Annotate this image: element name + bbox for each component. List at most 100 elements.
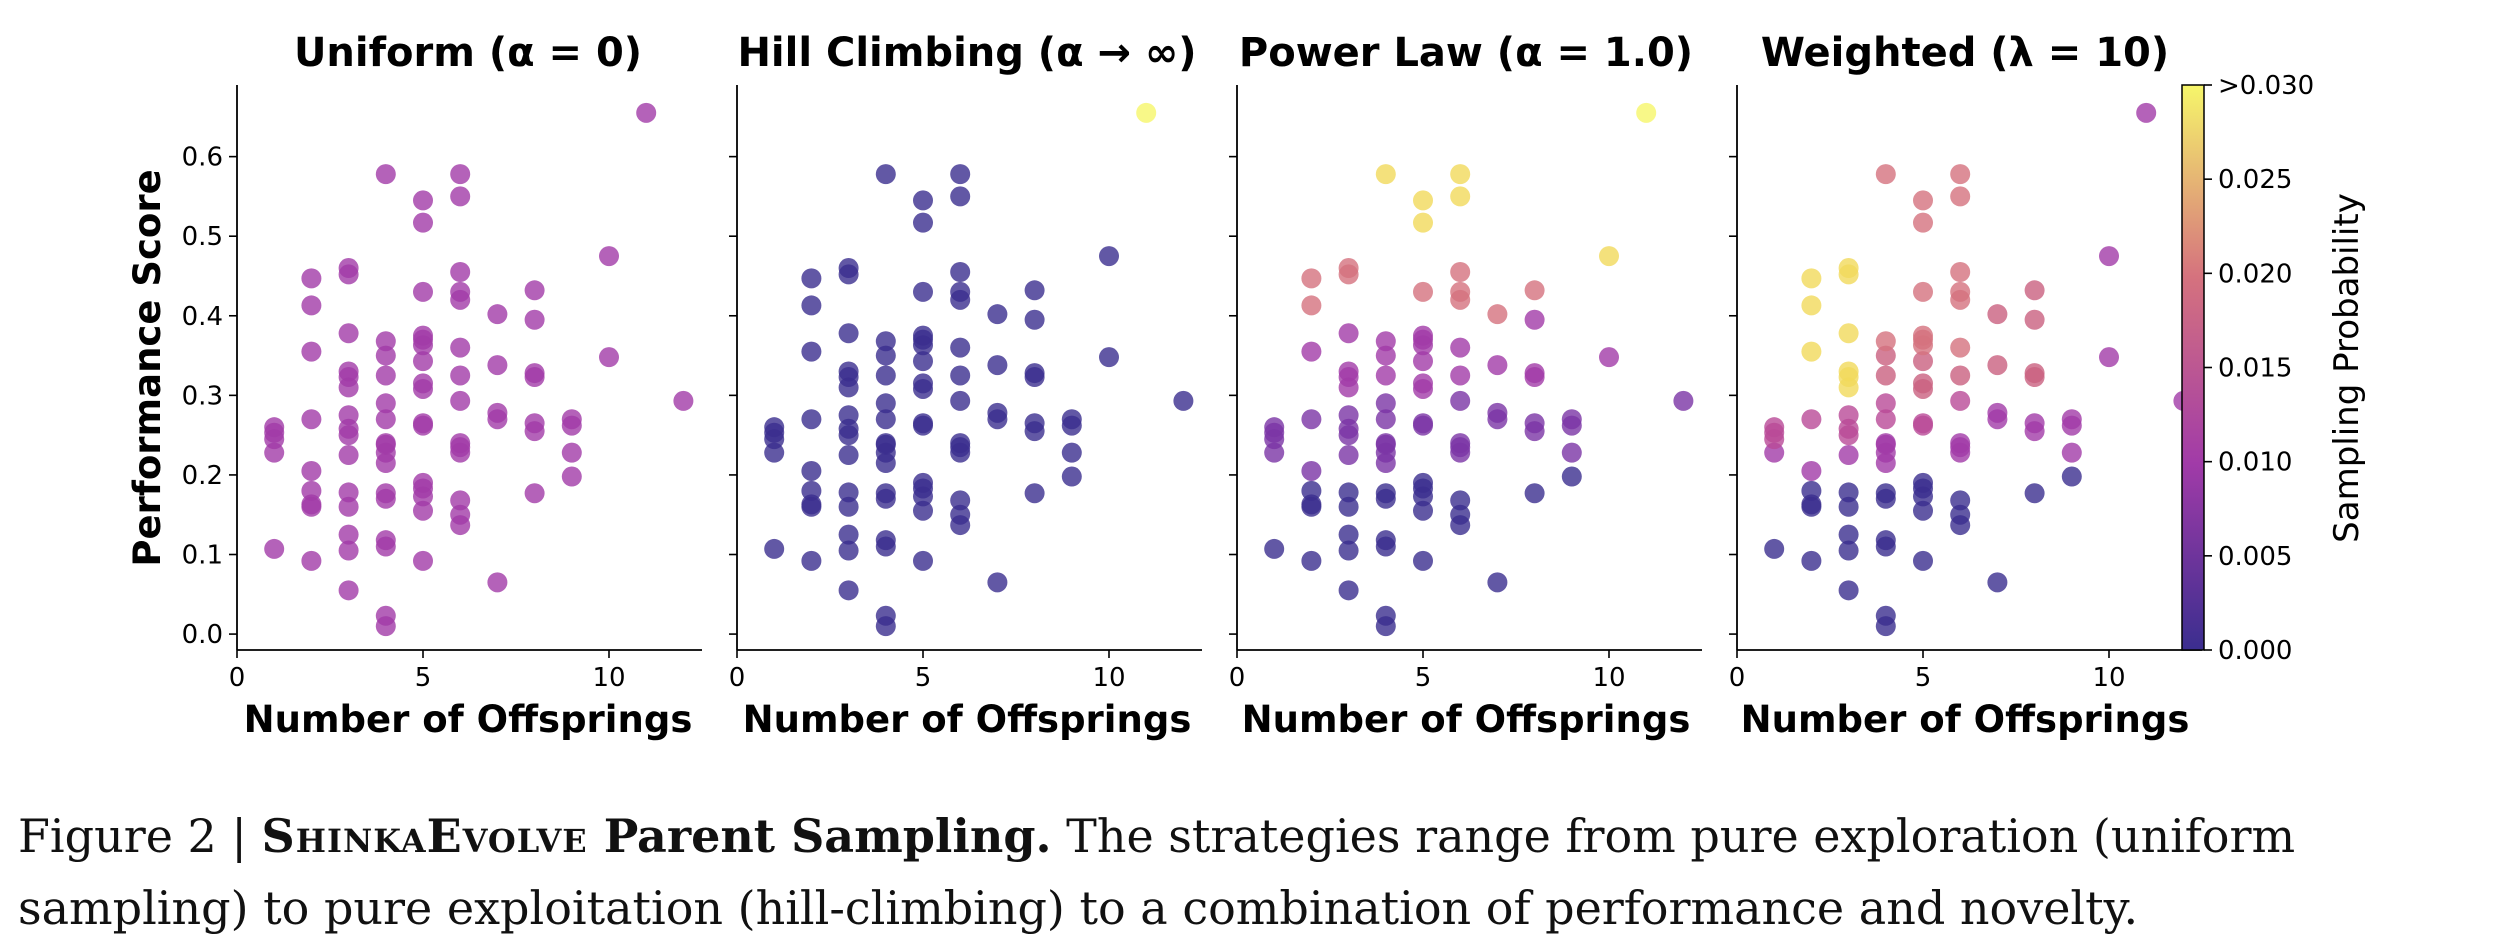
data-point (450, 186, 471, 207)
data-point (875, 345, 896, 366)
data-point (1764, 538, 1785, 559)
data-point (524, 413, 545, 434)
data-point (1413, 413, 1433, 434)
data-point (1913, 351, 1933, 372)
data-point (1561, 409, 1582, 430)
data-point (1987, 304, 2008, 325)
data-point (375, 345, 396, 366)
data-point (1450, 433, 1471, 454)
data-point (1487, 402, 1508, 423)
data-point (1338, 524, 1359, 545)
x-tick-label: 10 (592, 663, 625, 693)
data-point (950, 390, 971, 411)
data-point (801, 268, 822, 289)
data-point (950, 337, 971, 358)
data-point (450, 337, 471, 358)
data-point (1450, 504, 1471, 525)
data-point (1875, 331, 1896, 352)
colorbar-tick-label: 0.020 (2218, 259, 2292, 289)
panel-title-hill-climbing: Hill Climbing (α → ∞) (737, 30, 1196, 76)
data-point (338, 496, 359, 517)
data-point (301, 341, 322, 362)
data-point (1764, 417, 1785, 438)
data-point (1024, 413, 1045, 434)
x-axis-label-power-law: Number of Offsprings (1242, 698, 1691, 741)
data-point (1801, 295, 1822, 316)
caption-figure-number: Figure 2 | (18, 809, 262, 863)
x-tick-label: 5 (1415, 663, 1432, 693)
data-point (413, 281, 433, 302)
data-point (1375, 365, 1396, 386)
data-point (1875, 164, 1896, 185)
data-point (838, 540, 859, 561)
data-point (1801, 460, 1822, 481)
data-point (913, 472, 933, 493)
data-point (413, 351, 433, 372)
data-point (1301, 480, 1322, 501)
caption-brand: ShinkaEvolve (261, 809, 588, 863)
y-axis-label: Performance Score (126, 169, 169, 566)
data-point (1875, 530, 1896, 551)
data-point (875, 433, 896, 454)
data-point (1875, 365, 1896, 386)
data-point (838, 482, 859, 503)
data-point (1913, 413, 1933, 434)
data-point (2024, 363, 2045, 384)
y-tick-label: 0.1 (182, 541, 223, 571)
data-point (413, 325, 433, 346)
data-point (2024, 413, 2045, 434)
data-point (338, 405, 359, 426)
data-point (1450, 365, 1471, 386)
x-tick-label: 0 (729, 663, 746, 693)
data-point (1913, 281, 1933, 302)
data-point (338, 580, 359, 601)
data-point (764, 538, 785, 559)
data-point (375, 605, 396, 626)
data-point (1524, 309, 1545, 330)
data-point (950, 365, 971, 386)
data-point (950, 262, 971, 283)
data-point (801, 341, 822, 362)
data-point (1913, 550, 1933, 571)
colorbar-tick-label: >0.030 (2218, 71, 2314, 101)
data-point (1950, 490, 1971, 511)
colorbar-tick-label: 0.005 (2218, 542, 2292, 572)
data-point (413, 500, 433, 521)
data-point (838, 361, 859, 382)
data-point (2024, 483, 2045, 504)
data-point (1599, 347, 1619, 368)
y-tick-label: 0.2 (182, 461, 223, 491)
data-point (1301, 268, 1322, 289)
colorbar: Sampling Probability 0.000 0.005 0.010 0.01… (2181, 71, 2367, 666)
data-point (913, 325, 933, 346)
data-point (450, 281, 471, 302)
data-point (487, 304, 508, 325)
data-point (450, 365, 471, 386)
data-point (524, 363, 545, 384)
panel-title-power-law: Power Law (α = 1.0) (1239, 30, 1693, 76)
data-point (987, 355, 1008, 376)
data-point (913, 281, 933, 302)
data-point (1950, 390, 1971, 411)
data-point (1413, 281, 1433, 302)
data-point (875, 393, 896, 414)
data-point (1875, 409, 1896, 430)
data-point (801, 409, 822, 430)
panel-uniform: Uniform (α = 0) Number of Offsprings 0.0… (182, 30, 702, 741)
data-point (450, 164, 471, 185)
data-point (1413, 325, 1433, 346)
data-point (375, 433, 396, 454)
data-point (1561, 466, 1582, 487)
data-point (1875, 345, 1896, 366)
data-point (1599, 246, 1619, 267)
x-tick-label: 5 (415, 663, 432, 693)
x-tick-label: 0 (1229, 663, 1246, 693)
data-point (1838, 445, 1859, 466)
data-point (1375, 605, 1396, 626)
data-point (1024, 280, 1045, 301)
data-point (875, 331, 896, 352)
data-point (838, 445, 859, 466)
data-point (413, 212, 433, 233)
colorbar-tick-label: 0.010 (2218, 448, 2292, 478)
data-point (1413, 373, 1433, 394)
